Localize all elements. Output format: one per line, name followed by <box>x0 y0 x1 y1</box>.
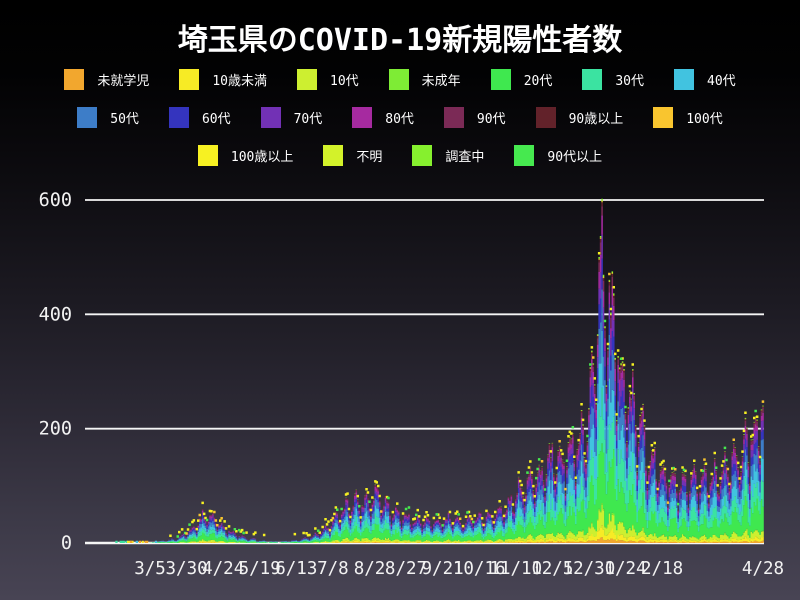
chart-title: 埼玉県のCOVID-19新規陽性者数 <box>177 23 623 58</box>
bar-series-segment <box>159 289 764 543</box>
legend-swatch-icon <box>64 68 85 90</box>
legend-swatch-icon <box>260 106 281 128</box>
title-row: 埼玉県のCOVID-19新規陽性者数 <box>0 12 800 62</box>
legend-item: 40代 <box>674 68 736 90</box>
legend-item: 50代 <box>77 106 139 128</box>
legend-item: 10代 <box>297 68 359 90</box>
y-tick-label: 600 <box>39 190 72 211</box>
legend-row: 50代 60代 70代 80代 90代 90歳以上 100代 <box>0 98 800 136</box>
x-tick-label: 10/16 <box>453 559 506 579</box>
legend-swatch-icon <box>297 68 318 90</box>
x-tick-label: 12/30 <box>563 559 616 579</box>
legend-item: 10歳未満 <box>179 68 268 90</box>
single-case-dot <box>135 540 158 543</box>
x-tick-label: 4/28 <box>742 559 784 579</box>
x-tick-label: 12/5 <box>531 559 573 579</box>
legend-label: 調査中 <box>445 149 485 165</box>
legend-item: 20代 <box>490 68 553 90</box>
legend-label: 100歳以上 <box>230 149 294 165</box>
x-tick-label: 9/21 <box>422 559 464 579</box>
legend-swatch-icon <box>514 144 535 166</box>
legend-swatch-icon <box>674 68 694 90</box>
legend-swatch-icon <box>323 144 344 166</box>
legend-label: 60代 <box>201 111 231 127</box>
legend-label: 80代 <box>385 111 414 127</box>
legend: 未就学児 10歳未満 10代 未成年 20代 30代 40代 50代 60代 70代 80代 90代 9… <box>0 60 800 174</box>
x-tick-label: 8/27 <box>385 559 427 579</box>
legend-swatch-icon <box>388 68 409 90</box>
x-tick-label: 2/18 <box>641 559 683 579</box>
legend-label: 90代以上 <box>547 149 603 165</box>
x-tick-label: 3/5 <box>134 559 166 579</box>
legend-item: 30代 <box>582 68 644 90</box>
x-tick-label: 1/24 <box>604 559 646 579</box>
legend-item: 100歳以上 <box>197 144 294 166</box>
bar-series-segment <box>345 198 764 507</box>
legend-swatch-icon <box>179 68 200 90</box>
single-case-dot <box>129 540 149 543</box>
legend-swatch-icon <box>197 144 218 166</box>
x-tick-label: 11/10 <box>489 559 542 579</box>
y-tick-label: 0 <box>61 533 72 554</box>
legend-row: 未就学児 10歳未満 10代 未成年 20代 30代 40代 <box>0 60 800 98</box>
legend-label: 70代 <box>293 111 323 127</box>
legend-label: 50代 <box>110 111 139 127</box>
bar-series-segment <box>179 525 764 543</box>
legend-item: 調査中 <box>412 144 485 166</box>
legend-item: 90代 <box>443 106 506 128</box>
legend-label: 10歳未満 <box>212 73 268 89</box>
legend-row: 100歳以上 不明 調査中 90代以上 <box>0 136 800 174</box>
x-tick-label: 4/24 <box>202 559 244 579</box>
legend-swatch-icon <box>77 106 98 128</box>
legend-swatch-icon <box>653 106 674 128</box>
bar-series-segment <box>149 443 764 543</box>
bar-series-segment <box>191 537 764 543</box>
legend-label: 未成年 <box>421 73 461 89</box>
legend-swatch-icon <box>490 68 511 90</box>
legend-swatch-icon <box>443 106 464 128</box>
y-tick-label: 200 <box>39 419 72 440</box>
legend-item: 90歳以上 <box>535 106 624 128</box>
legend-label: 不明 <box>356 149 383 165</box>
legend-swatch-icon <box>352 106 373 128</box>
bar-series-segment <box>200 202 764 524</box>
bar-series-segment <box>172 505 764 543</box>
legend-item: 80代 <box>352 106 414 128</box>
legend-item: 未成年 <box>388 68 461 90</box>
single-case-dot <box>115 540 128 543</box>
legend-item: 不明 <box>323 144 383 166</box>
legend-item: 100代 <box>653 106 723 128</box>
x-tick-label: 5/19 <box>239 559 281 579</box>
legend-swatch-icon <box>168 106 189 128</box>
x-tick-label: 7/8 <box>317 559 349 579</box>
legend-item: 60代 <box>168 106 231 128</box>
x-tick-label: 8/2 <box>354 559 386 579</box>
legend-item: 70代 <box>260 106 323 128</box>
legend-label: 90代 <box>476 111 506 127</box>
legend-swatch-icon <box>535 106 556 128</box>
x-tick-label: 3/30 <box>166 559 208 579</box>
legend-label: 20代 <box>523 73 553 89</box>
legend-label: 40代 <box>707 73 736 89</box>
legend-label: 100代 <box>686 111 723 127</box>
legend-label: 30代 <box>615 73 644 89</box>
legend-label: 90歳以上 <box>568 111 624 127</box>
legend-item: 90代以上 <box>514 144 603 166</box>
legend-label: 10代 <box>330 73 359 89</box>
legend-swatch-icon <box>582 68 603 90</box>
x-tick-label: 6/13 <box>275 559 317 579</box>
legend-label: 未就学児 <box>97 73 150 89</box>
legend-item: 未就学児 <box>64 68 150 90</box>
legend-swatch-icon <box>412 144 433 166</box>
y-tick-label: 400 <box>39 304 72 325</box>
